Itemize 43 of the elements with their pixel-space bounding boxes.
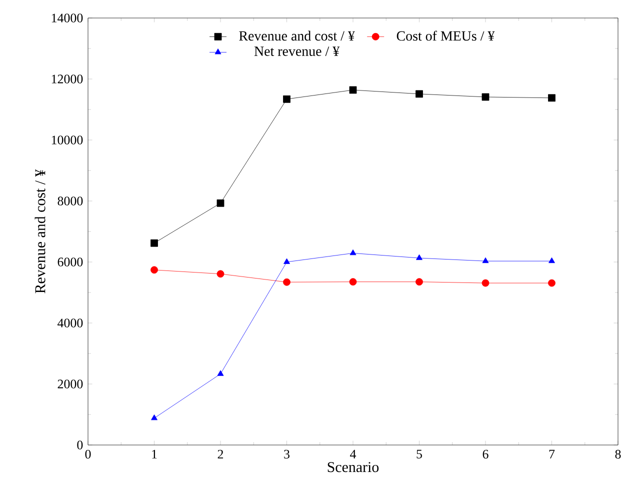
- x-tick-label: 5: [416, 450, 422, 458]
- point: [482, 257, 489, 264]
- point: [283, 278, 290, 286]
- point: [150, 266, 158, 274]
- x-tick-label: 1: [152, 450, 157, 458]
- point: [349, 278, 357, 286]
- point: [482, 93, 490, 101]
- x-tick-label: 3: [284, 450, 290, 459]
- legend-label: Revenue and cost / ¥: [239, 30, 355, 41]
- point: [416, 278, 423, 286]
- point: [548, 279, 556, 287]
- y-tick-label: 6000: [58, 258, 83, 266]
- y-tick-label: 8000: [58, 196, 83, 206]
- x-tick-label: 2: [218, 450, 224, 458]
- point: [350, 249, 356, 256]
- point: [217, 370, 224, 376]
- point: [284, 258, 290, 264]
- point: [150, 239, 158, 247]
- point: [548, 257, 555, 264]
- y-tick-label: 10000: [52, 136, 83, 144]
- legend-label: Net revenue / ¥: [254, 46, 340, 56]
- point: [216, 199, 224, 207]
- legend-label: Cost of MEUs / ¥: [396, 30, 495, 41]
- x-tick-label: 6: [482, 450, 488, 459]
- x-axis-title: Scenario: [328, 462, 379, 472]
- y-axis-title: Revenue and cost / ¥: [34, 169, 46, 294]
- y-tick-label: 2000: [58, 380, 83, 388]
- y-tick-label: 0: [77, 440, 83, 450]
- point: [548, 94, 556, 102]
- x-tick-label: 7: [549, 450, 555, 458]
- y-tick-label: 14000: [52, 14, 83, 22]
- point: [216, 270, 224, 278]
- x-tick-label: 0: [85, 450, 91, 459]
- y-tick-label: 4000: [58, 318, 83, 328]
- point: [283, 95, 290, 103]
- y-tick-label: 12000: [52, 74, 83, 84]
- point: [482, 279, 490, 287]
- point: [151, 414, 158, 420]
- point: [416, 254, 422, 260]
- point: [349, 86, 357, 94]
- point: [416, 90, 423, 98]
- x-tick-label: 8: [615, 450, 621, 459]
- x-tick-label: 4: [350, 450, 356, 458]
